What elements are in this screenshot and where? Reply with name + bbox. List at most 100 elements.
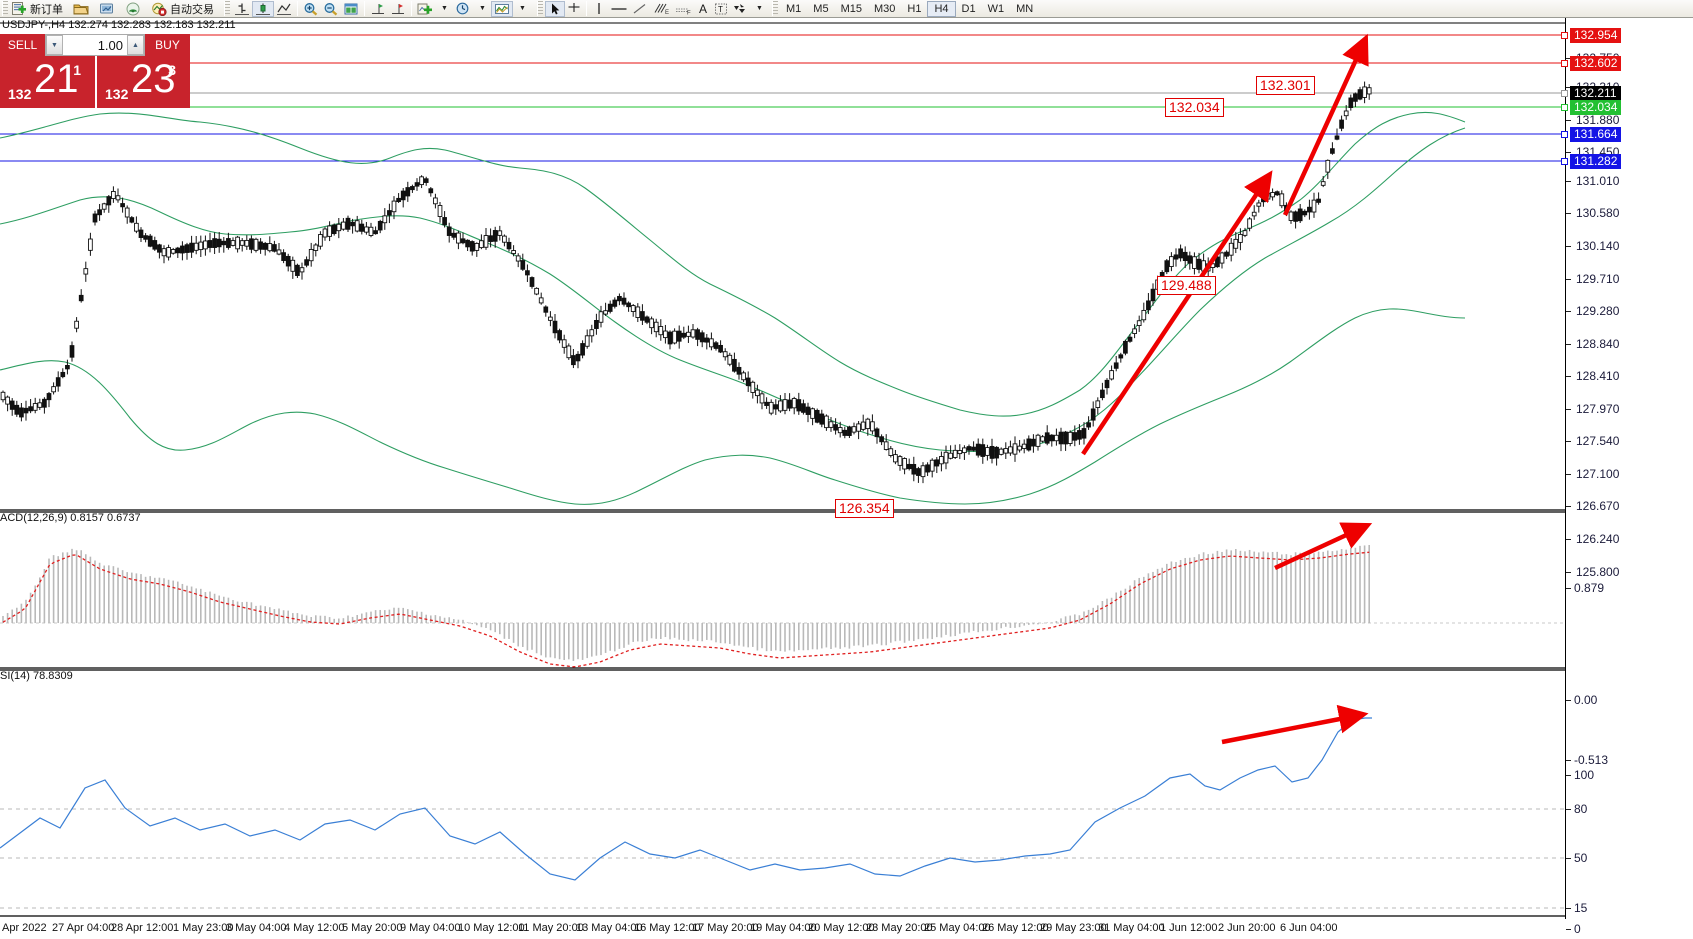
metaeditor-button[interactable] (97, 1, 117, 17)
trade-panel-prices: 132 21 1 132 23 3 (0, 56, 190, 108)
candle-body (635, 306, 641, 318)
vertical-line-button[interactable] (590, 1, 608, 17)
text-label-button[interactable]: T (712, 1, 730, 17)
level-handle-132954[interactable] (1561, 32, 1568, 39)
candle-body (658, 326, 664, 336)
timeframe-m30[interactable]: M30 (873, 2, 896, 15)
candle-body (479, 240, 484, 249)
templates-button[interactable] (491, 0, 513, 17)
one-click-trade-panel[interactable]: SELL ▼ 1.00 ▲ BUY 132 21 1 132 23 3 (0, 34, 190, 108)
new-order-button[interactable] (10, 1, 29, 17)
zoom-out-button[interactable] (321, 1, 341, 17)
data-window-button[interactable] (341, 1, 361, 17)
price-axis[interactable]: 132.954132.750132.602132.310132.211132.0… (1561, 18, 1693, 935)
candle-body (166, 247, 171, 258)
volume-decrease-button[interactable]: ▼ (46, 35, 63, 55)
trendline-button[interactable] (630, 1, 650, 17)
fibonacci-button[interactable]: E (650, 1, 672, 17)
zoom-out-icon (324, 2, 338, 15)
text-button[interactable]: A (694, 1, 712, 17)
auto-scroll-button[interactable] (388, 1, 408, 17)
price-level-131664[interactable]: 131.664 (1570, 127, 1622, 142)
volume-increase-button[interactable]: ▲ (127, 35, 144, 55)
candlestick-chart-button[interactable] (252, 0, 274, 17)
axis-tick (1566, 213, 1571, 214)
annotation-129488[interactable]: 129.488 (1157, 276, 1216, 295)
chart-shift-button[interactable] (368, 1, 388, 17)
timeframe-m5[interactable]: M5 (813, 2, 829, 15)
toolbar-grip[interactable] (2, 1, 8, 16)
price-level-131282[interactable]: 131.282 (1570, 154, 1622, 169)
price-level-132602[interactable]: 132.602 (1570, 56, 1622, 71)
price-tick-label: 129.710 (1576, 272, 1620, 286)
buy-button[interactable]: BUY (145, 34, 190, 56)
price-level-132211[interactable]: 132.211 (1570, 86, 1621, 101)
crosshair-button[interactable] (565, 1, 583, 17)
level-handle-131282[interactable] (1561, 158, 1568, 165)
candle-body (538, 297, 544, 304)
candle-body (373, 230, 378, 235)
timeframe-m1[interactable]: M1 (786, 2, 802, 15)
sell-button[interactable]: SELL (0, 34, 45, 56)
level-handle-132211[interactable] (1561, 90, 1568, 97)
candle-body (580, 343, 585, 356)
volume-field[interactable]: ▼ 1.00 ▲ (45, 34, 145, 56)
volume-value[interactable]: 1.00 (63, 35, 127, 55)
timeframe-h4[interactable]: H4 (927, 0, 956, 17)
periods-button[interactable] (453, 1, 473, 17)
candle-body (1169, 256, 1174, 268)
sell-price-block[interactable]: 132 21 1 (0, 56, 95, 108)
annotation-132301[interactable]: 132.301 (1256, 76, 1315, 95)
candle-body (1316, 198, 1321, 203)
templates-dropdown[interactable]: ▼ (513, 1, 531, 17)
level-handle-132034[interactable] (1561, 104, 1568, 111)
indicators-dropdown[interactable]: ▼ (435, 1, 453, 17)
level-handle-131664[interactable] (1561, 131, 1568, 138)
zoom-in-button[interactable] (301, 1, 321, 17)
price-level-132034[interactable]: 132.034 (1570, 100, 1622, 115)
chevron-down-icon: ▼ (479, 5, 486, 12)
time-tick-label: 20 May 12:00 (808, 922, 875, 934)
timeframe-w1[interactable]: W1 (987, 2, 1005, 15)
candle-body (1348, 97, 1354, 108)
expert-advisor-button[interactable] (71, 1, 91, 17)
signals-button[interactable] (123, 1, 143, 17)
candle-body (1044, 432, 1050, 444)
arrows-button[interactable] (730, 1, 750, 17)
chart-plot-area[interactable] (0, 18, 1565, 919)
timeframe-h1[interactable]: H1 (907, 2, 922, 15)
line-chart-button[interactable] (274, 1, 294, 17)
timeframe-m15[interactable]: M15 (840, 2, 862, 15)
candle-body (1339, 119, 1344, 129)
time-axis[interactable]: Apr 2022 27 Apr 04:00 28 Apr 12:00 1 May 23… (0, 919, 1565, 939)
buy-price-block[interactable]: 132 23 3 (95, 56, 190, 108)
candle-body (957, 450, 963, 455)
timeframe-d1[interactable]: D1 (961, 2, 976, 15)
uptrend-arrow-1 (1081, 170, 1273, 456)
arrows-dropdown[interactable]: ▼ (750, 1, 768, 17)
timeframe-mn[interactable]: MN (1016, 2, 1034, 15)
candle-body (23, 407, 29, 414)
candle-body (948, 452, 953, 459)
level-handle-132602[interactable] (1561, 60, 1568, 67)
candle-body (874, 428, 880, 438)
cursor-button[interactable] (545, 0, 565, 17)
annotation-132034[interactable]: 132.034 (1165, 98, 1224, 117)
periods-dropdown[interactable]: ▼ (473, 1, 491, 17)
chart-type-grip[interactable] (224, 1, 230, 16)
timeframe-grip[interactable] (772, 1, 779, 16)
horizontal-line-button[interactable] (608, 1, 630, 17)
candle-body (695, 329, 700, 340)
drawing-grip[interactable] (537, 1, 543, 16)
candle-body (534, 287, 539, 295)
time-tick-label: 13 May 04:00 (576, 922, 643, 934)
axis-tick (1566, 700, 1571, 701)
candle-body (893, 454, 898, 463)
indicators-button[interactable] (415, 1, 435, 17)
bar-chart-button[interactable] (232, 1, 252, 17)
equidistant-channel-button[interactable]: F (672, 1, 694, 17)
candle-body (1077, 430, 1082, 440)
autotrading-button[interactable] (149, 1, 169, 17)
annotation-126354[interactable]: 126.354 (835, 499, 894, 518)
price-level-132954[interactable]: 132.954 (1570, 28, 1622, 43)
